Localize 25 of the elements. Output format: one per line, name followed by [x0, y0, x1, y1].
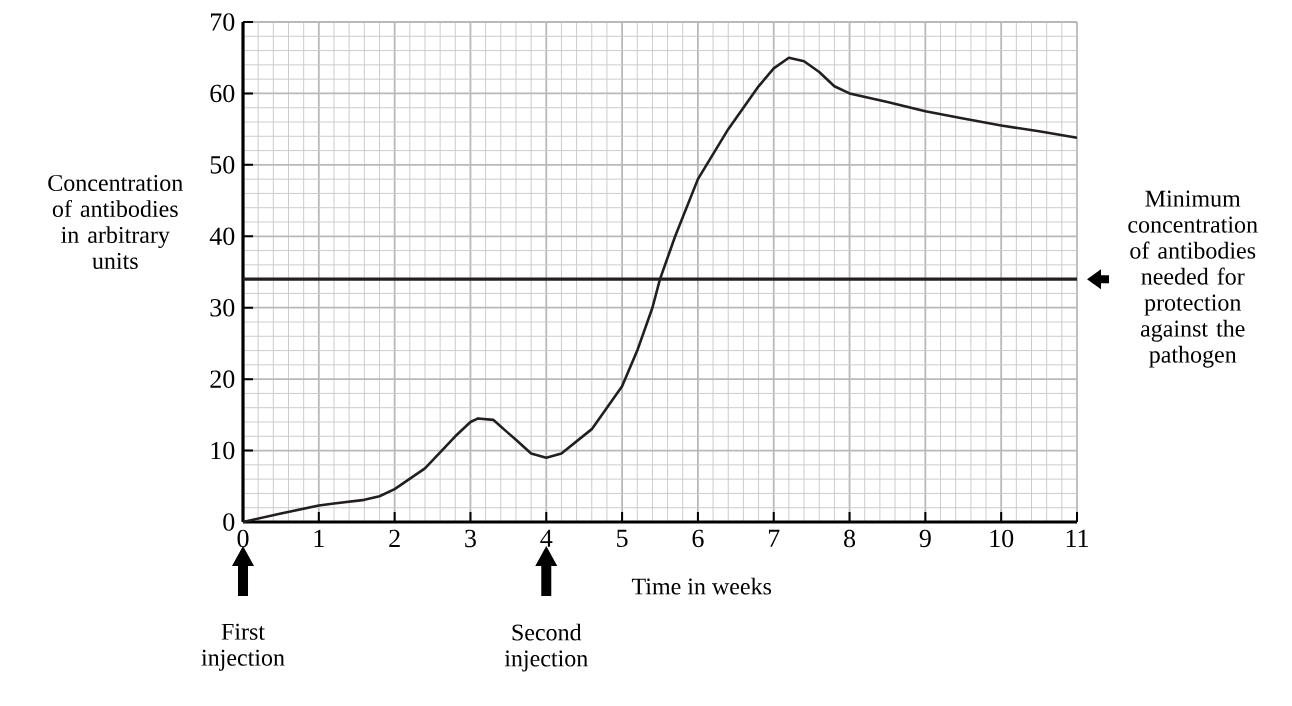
ref-line-label: Minimum concentration of antibodies needed for protection against the pathogen	[1128, 190, 1258, 368]
x-tick-label: 11	[1066, 529, 1088, 547]
x-tick-label: 7	[768, 529, 780, 547]
text: Second injection	[504, 623, 588, 672]
x-tick-label: 9	[919, 529, 931, 548]
x-tick-label: 10	[990, 529, 1014, 548]
x-tick-label: 8	[844, 529, 856, 548]
y-tick-label: 30	[210, 298, 235, 317]
x-tick-label: 6	[692, 529, 704, 548]
y-tick-label: 10	[211, 441, 235, 460]
x-axis-title: Time in weeks	[631, 577, 772, 595]
x-tick-label: 4	[540, 529, 553, 547]
y-tick-label: 0	[223, 513, 235, 531]
y-tick-label: 40	[209, 227, 235, 246]
y-tick-label: 60	[210, 84, 235, 103]
text: First injection	[201, 623, 285, 671]
x-tick-label: 0	[237, 529, 249, 548]
x-tick-label: 5	[617, 529, 628, 547]
y-tick-label: 70	[211, 13, 235, 31]
y-tick-label: 50	[210, 156, 235, 174]
y-axis-title: Concentration of antibodies in arbitrary units	[48, 174, 183, 270]
y-tick-label: 20	[210, 370, 235, 388]
x-tick-label: 3	[465, 529, 476, 548]
x-tick-label: 2	[389, 529, 400, 547]
x-tick-label: 1	[314, 529, 324, 547]
